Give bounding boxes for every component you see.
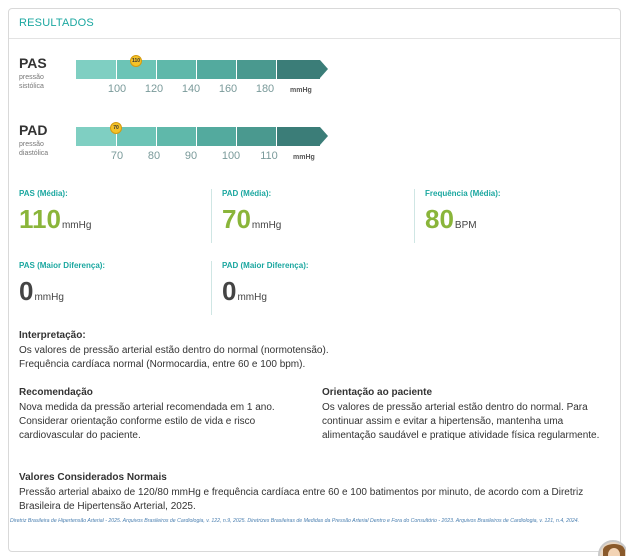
pad-gauge-segment (156, 127, 196, 146)
pas-gauge-segment (116, 60, 156, 79)
pas-tick: 160 (218, 83, 238, 95)
pad-tick: 90 (184, 150, 198, 162)
pas-gauge: PAS pressão sistólica 110 100 120 140 16… (19, 55, 339, 107)
pas-gauge-segment (76, 60, 116, 79)
pas-media-label: PAS (Média): (19, 189, 68, 198)
assistant-avatar[interactable] (598, 540, 626, 556)
pas-gauge-arrowhead (320, 60, 328, 78)
pad-media-value: 70 (222, 204, 251, 234)
pas-media-value: 110 (19, 204, 61, 234)
pad-tick: 70 (110, 150, 124, 162)
results-card: RESULTADOS PAS pressão sistólica 110 100… (8, 8, 621, 552)
freq-media-unit: BPM (454, 220, 477, 231)
pas-maior-unit: mmHg (34, 292, 64, 303)
valores-normais-section: Valores Considerados Normais Pressão art… (19, 471, 611, 514)
orientacao-text: Os valores de pressão arterial estão den… (322, 402, 600, 441)
recomendacao-text: Nova medida da pressão arterial recomend… (19, 402, 275, 441)
orientacao-section: Orientação ao paciente Os valores de pre… (322, 386, 607, 443)
freq-media-stat: Frequência (Média): 80BPM (425, 189, 501, 235)
references: Diretriz Brasileira de Hipertensão Arter… (10, 518, 580, 524)
valores-normais-text: Pressão arterial abaixo de 120/80 mmHg e… (19, 487, 584, 512)
pas-ticks: 100 120 140 160 180 mmHg (76, 83, 336, 97)
pad-ticks: 70 80 90 100 110 mmHg (76, 150, 336, 164)
divider (211, 189, 212, 243)
pad-media-label: PAD (Média): (222, 189, 272, 198)
pad-gauge: PAD pressão diastólica 70 70 80 90 100 1… (19, 122, 339, 174)
pad-gauge-subtitle: pressão diastólica (19, 141, 49, 157)
pad-tick: 110 (260, 150, 278, 162)
interpretacao-line: Os valores de pressão arterial estão den… (19, 345, 329, 356)
pas-gauge-name: PAS (19, 55, 47, 71)
pas-media-stat: PAS (Média): 110mmHg (19, 189, 91, 235)
pas-tick: 140 (181, 83, 201, 95)
freq-media-label: Frequência (Média): (425, 189, 501, 198)
interpretacao-line: Frequência cardíaca normal (Normocardia,… (19, 359, 306, 370)
pas-tick: 120 (144, 83, 164, 95)
pas-maior-label: PAS (Maior Diferença): (19, 261, 106, 270)
pad-gauge-segment (196, 127, 236, 146)
recomendacao-heading: Recomendação (19, 387, 93, 398)
pad-tick: 80 (147, 150, 161, 162)
pad-gauge-segment (236, 127, 276, 146)
pas-gauge-segment (196, 60, 236, 79)
pas-gauge-segment (276, 60, 320, 79)
pas-gauge-bar (76, 60, 328, 79)
pad-maior-unit: mmHg (237, 292, 267, 303)
pas-marker: 110 (130, 55, 142, 67)
freq-media-value: 80 (425, 204, 454, 234)
pad-gauge-arrowhead (320, 127, 328, 145)
pad-maior-label: PAD (Maior Diferença): (222, 261, 309, 270)
pad-marker: 70 (110, 122, 122, 134)
pas-maior-stat: PAS (Maior Diferença): 0mmHg (19, 261, 105, 307)
pad-maior-stat: PAD (Maior Diferença): 0mmHg (222, 261, 309, 307)
pas-gauge-segment (156, 60, 196, 79)
pad-media-stat: PAD (Média): 70mmHg (222, 189, 281, 235)
pad-maior-value: 0 (222, 276, 237, 306)
card-title: RESULTADOS (19, 17, 94, 29)
pad-unit: mmHg (293, 154, 315, 161)
pas-gauge-subtitle: pressão sistólica (19, 74, 44, 90)
pad-gauge-segment (116, 127, 156, 146)
pad-tick: 100 (221, 150, 241, 162)
orientacao-heading: Orientação ao paciente (322, 387, 433, 398)
pas-gauge-segment (236, 60, 276, 79)
valores-normais-heading: Valores Considerados Normais (19, 472, 167, 483)
pad-gauge-name: PAD (19, 122, 48, 138)
divider (211, 261, 212, 315)
pas-maior-value: 0 (19, 276, 34, 306)
pas-media-unit: mmHg (61, 220, 92, 231)
pas-tick: 180 (255, 83, 275, 95)
card-header: RESULTADOS (9, 9, 620, 39)
pas-unit: mmHg (290, 87, 312, 94)
recomendacao-section: Recomendação Nova medida da pressão arte… (19, 386, 311, 443)
interpretacao-section: Interpretação: Os valores de pressão art… (19, 329, 609, 372)
pad-media-unit: mmHg (251, 220, 282, 231)
interpretacao-heading: Interpretação: (19, 330, 86, 341)
divider (414, 189, 415, 243)
pad-gauge-segment (76, 127, 116, 146)
pad-gauge-segment (276, 127, 320, 146)
pad-gauge-bar (76, 127, 328, 146)
pas-tick: 100 (107, 83, 127, 95)
